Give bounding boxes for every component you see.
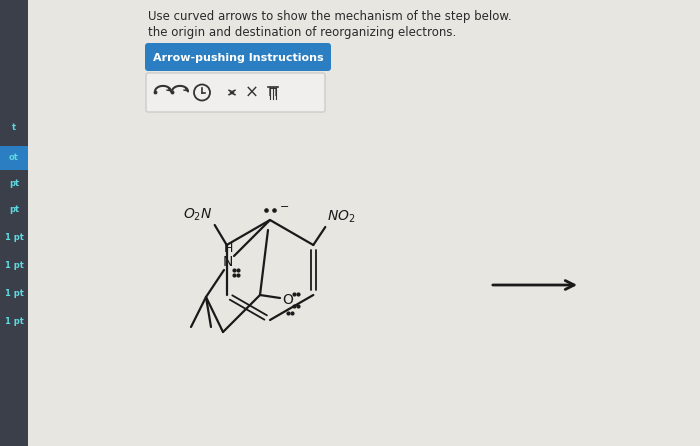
Bar xyxy=(0,309,28,333)
Bar xyxy=(0,146,28,170)
Text: pt: pt xyxy=(9,179,19,189)
Text: 1 pt: 1 pt xyxy=(5,260,23,269)
Text: ot: ot xyxy=(9,153,19,162)
Text: ×: × xyxy=(245,83,259,102)
FancyBboxPatch shape xyxy=(145,43,331,71)
Text: 1 pt: 1 pt xyxy=(5,289,23,297)
Bar xyxy=(0,281,28,305)
Text: O: O xyxy=(283,293,293,307)
Bar xyxy=(0,172,28,196)
Text: H: H xyxy=(223,241,232,255)
Bar xyxy=(0,226,28,250)
Text: −: − xyxy=(280,202,289,212)
Text: 1 pt: 1 pt xyxy=(5,234,23,243)
Bar xyxy=(0,253,28,277)
Text: ⊓: ⊓ xyxy=(268,86,278,99)
Text: pt: pt xyxy=(9,206,19,215)
Bar xyxy=(0,198,28,222)
Text: Use curved arrows to show the mechanism of the step below.: Use curved arrows to show the mechanism … xyxy=(148,10,512,23)
Text: $O_2N$: $O_2N$ xyxy=(183,206,213,223)
Text: $NO_2$: $NO_2$ xyxy=(328,209,356,225)
Text: Arrow-pushing Instructions: Arrow-pushing Instructions xyxy=(153,53,323,63)
Text: 1 pt: 1 pt xyxy=(5,317,23,326)
FancyBboxPatch shape xyxy=(146,73,325,112)
Bar xyxy=(0,116,28,140)
Bar xyxy=(0,0,28,446)
Text: t: t xyxy=(12,124,16,132)
Text: N: N xyxy=(223,255,233,269)
Text: the origin and destination of reorganizing electrons.: the origin and destination of reorganizi… xyxy=(148,26,456,39)
